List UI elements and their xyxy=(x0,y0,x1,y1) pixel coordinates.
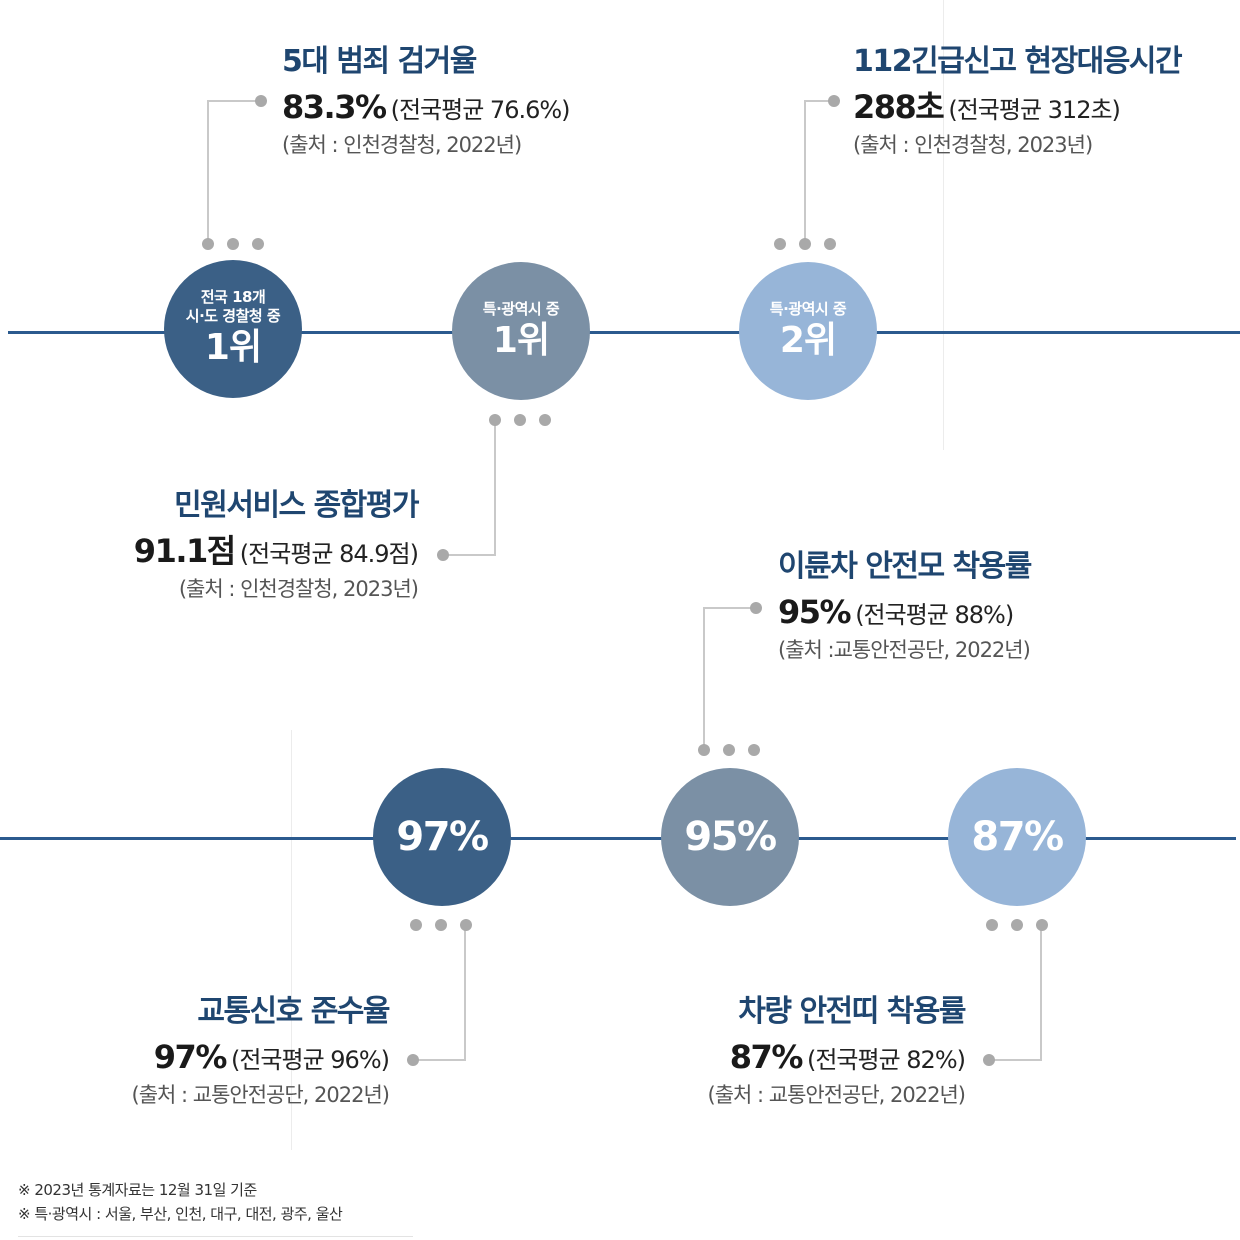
stat-civil-service: 민원서비스 종합평가 91.1점 (전국평균 84.9점) (출처 : 인천경찰… xyxy=(133,488,420,601)
circle-rank: 2위 xyxy=(779,319,837,361)
stat-title: 112긴급신고 현장대응시간 xyxy=(853,44,1183,79)
dots-2 xyxy=(489,414,551,426)
rank-circle-metro-2: 특·광역시 중 2위 xyxy=(739,262,877,400)
connector-knob xyxy=(255,95,267,107)
percent-circle-seatbelt: 87% xyxy=(948,768,1086,906)
footnote: ※ 2023년 통계자료는 12월 31일 기준 xyxy=(18,1181,257,1199)
stat-source: (출처 : 교통안전공단, 2022년) xyxy=(707,1083,966,1107)
dots-5 xyxy=(698,744,760,756)
stat-value: 87% xyxy=(729,1038,804,1076)
circle-caption: 전국 18개 xyxy=(200,288,266,306)
dots-4 xyxy=(410,919,472,931)
circle-percent: 97% xyxy=(396,814,489,860)
stat-traffic-signal: 교통신호 준수율 97% (전국평균 96%) (출처 : 교통안전공단, 20… xyxy=(131,994,391,1107)
stat-title: 이륜차 안전모 착용률 xyxy=(778,549,1032,584)
stat-seatbelt: 차량 안전띠 착용률 87% (전국평균 82%) (출처 : 교통안전공단, … xyxy=(707,994,967,1107)
footnotes: ※ 2023년 통계자료는 12월 31일 기준 ※ 특·광역시 : 서울, 부… xyxy=(18,1178,343,1226)
stat-title: 5대 범죄 검거율 xyxy=(282,44,477,79)
stat-title: 교통신호 준수율 xyxy=(197,994,390,1029)
rank-circle-national: 전국 18개 시·도 경찰청 중 1위 xyxy=(164,260,302,398)
stat-value: 97% xyxy=(153,1038,228,1076)
stat-average: (전국평균 76.6%) xyxy=(390,96,571,124)
stat-average: (전국평균 88%) xyxy=(855,601,1014,629)
rank-circle-metro-1: 특·광역시 중 1위 xyxy=(452,262,590,400)
stat-value: 91.1점 xyxy=(133,532,236,570)
percent-circle-traffic-signal: 97% xyxy=(373,768,511,906)
stat-helmet: 이륜차 안전모 착용률 95% (전국평균 88%) (출처 :교통안전공단, … xyxy=(778,549,1032,662)
stat-source: (출처 :교통안전공단, 2022년) xyxy=(778,638,1031,662)
circle-caption: 특·광역시 중 xyxy=(769,299,847,318)
stat-average: (전국평균 84.9점) xyxy=(239,540,419,568)
circle-percent: 95% xyxy=(684,814,777,860)
guide-line xyxy=(291,730,292,1150)
circle-percent: 87% xyxy=(971,814,1064,860)
dots-1 xyxy=(202,238,264,250)
dots-6 xyxy=(986,919,1048,931)
stat-average: (전국평균 96%) xyxy=(230,1046,390,1074)
circle-caption: 특·광역시 중 xyxy=(482,299,560,318)
circle-caption: 시·도 경찰청 중 xyxy=(185,307,281,325)
footnote: ※ 특·광역시 : 서울, 부산, 인천, 대구, 대전, 광주, 울산 xyxy=(18,1205,343,1223)
stat-crime-clearance: 5대 범죄 검거율 83.3% (전국평균 76.6%) (출처 : 인천경찰청… xyxy=(282,44,571,157)
connector-knob xyxy=(750,602,762,614)
stat-emergency-112: 112긴급신고 현장대응시간 288초 (전국평균 312초) (출처 : 인천… xyxy=(853,44,1183,157)
stat-title: 차량 안전띠 착용률 xyxy=(738,994,966,1029)
timeline-top xyxy=(8,331,1240,334)
circle-rank: 1위 xyxy=(492,319,550,361)
footnote-divider xyxy=(18,1236,413,1237)
circle-rank: 1위 xyxy=(204,327,262,368)
percent-circle-helmet: 95% xyxy=(661,768,799,906)
stat-value: 95% xyxy=(778,593,852,631)
timeline-bottom xyxy=(0,837,1236,840)
connector-knob xyxy=(983,1054,995,1066)
stat-source: (출처 : 인천경찰청, 2023년) xyxy=(178,577,419,601)
connector-knob xyxy=(437,549,449,561)
stat-title: 민원서비스 종합평가 xyxy=(174,488,419,523)
dots-3 xyxy=(774,238,836,250)
stat-source: (출처 : 인천경찰청, 2022년) xyxy=(282,133,522,157)
stat-average: (전국평균 312초) xyxy=(948,96,1121,124)
stat-source: (출처 : 인천경찰청, 2023년) xyxy=(853,133,1093,157)
guide-line xyxy=(943,0,944,450)
connector-knob xyxy=(407,1054,419,1066)
stat-source: (출처 : 교통안전공단, 2022년) xyxy=(131,1083,390,1107)
stat-average: (전국평균 82%) xyxy=(806,1046,966,1074)
stat-value: 288초 xyxy=(853,88,945,126)
connector-knob xyxy=(828,95,840,107)
stat-value: 83.3% xyxy=(282,88,387,126)
